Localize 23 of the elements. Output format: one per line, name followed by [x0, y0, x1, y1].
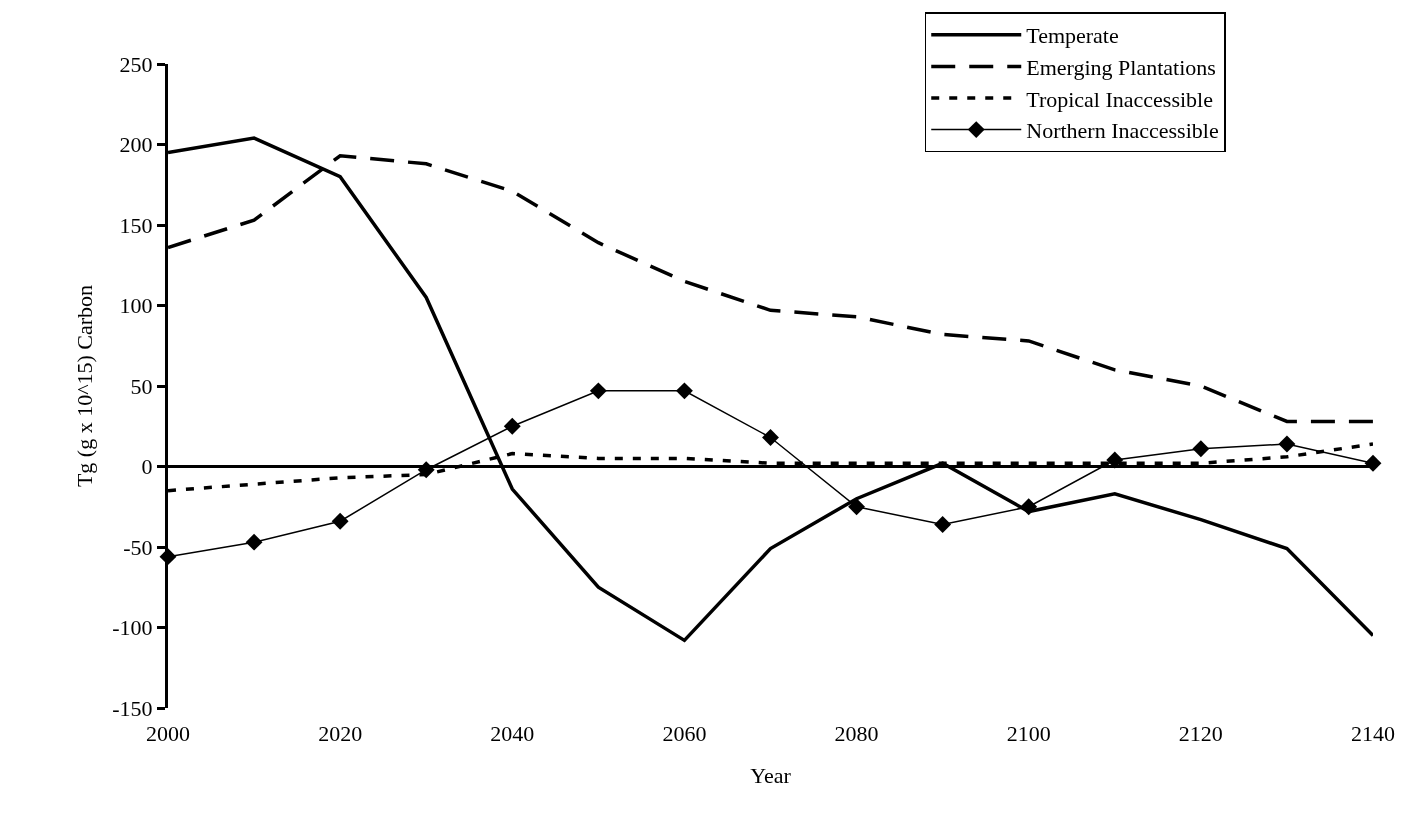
y-tick-label: 100 [119, 293, 153, 319]
x-tick-label: 2080 [834, 721, 879, 746]
y-tick-label: 150 [119, 212, 153, 238]
y-tick-label: 200 [119, 132, 153, 158]
y-tick-label: -50 [123, 534, 153, 560]
x-axis-title: Year [750, 762, 792, 788]
x-tick-label: 2020 [318, 721, 363, 746]
y-tick-label: -150 [112, 695, 153, 721]
y-tick-label: 0 [141, 454, 153, 480]
y-tick-label: -100 [112, 615, 153, 641]
x-tick-label: 2040 [490, 721, 535, 746]
x-tick-label: 2140 [1351, 721, 1395, 746]
legend-label: Northern Inaccessible [1026, 118, 1219, 144]
x-tick-label: 2120 [1178, 721, 1223, 746]
x-tick-label: 2100 [1006, 721, 1051, 746]
y-axis-title: Tg (g x 10^15) Carbon [72, 284, 98, 488]
x-tick-label: 2000 [146, 721, 190, 746]
legend-label: Emerging Plantations [1026, 54, 1216, 80]
x-tick-label: 2060 [662, 721, 707, 746]
y-tick-label: 250 [119, 51, 153, 77]
legend-label: Temperate [1026, 23, 1119, 49]
y-tick-label: 50 [130, 373, 153, 399]
legend-label: Tropical Inaccessible [1026, 86, 1213, 112]
